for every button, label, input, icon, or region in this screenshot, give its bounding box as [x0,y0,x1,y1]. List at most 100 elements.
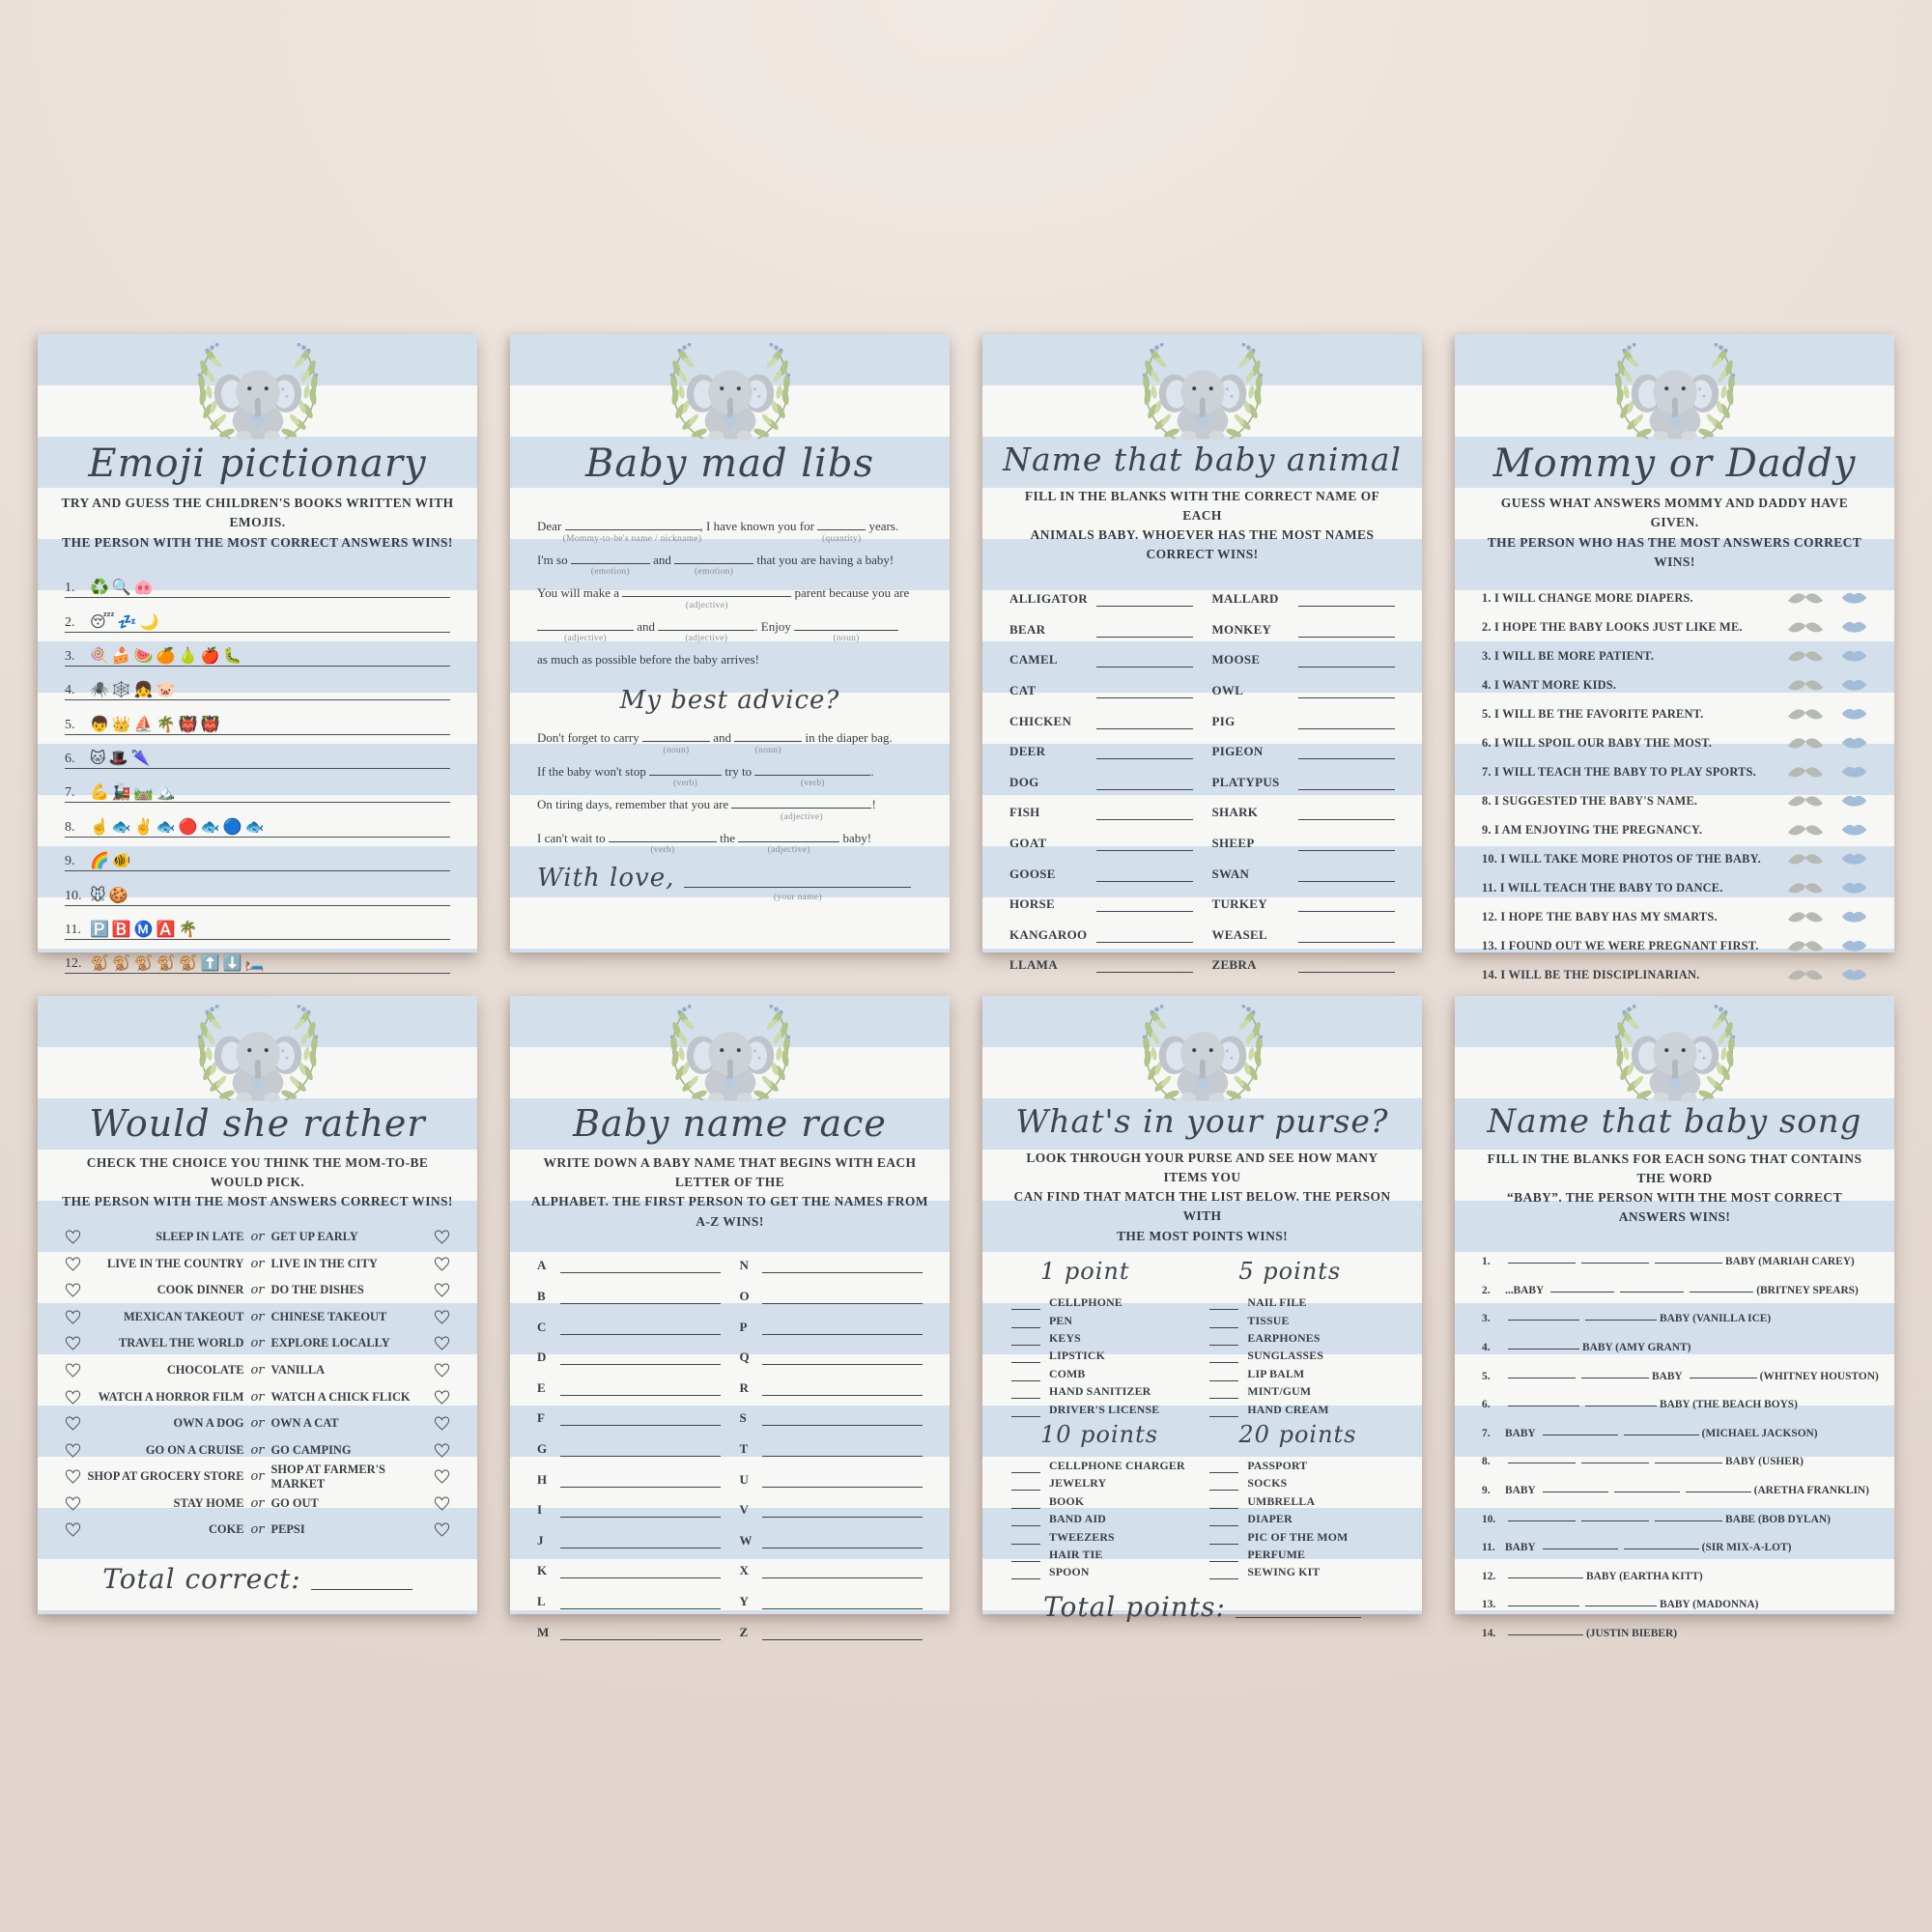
answer-line[interactable] [201,920,450,939]
blank-line[interactable] [1550,1284,1615,1293]
answer-line[interactable] [1298,689,1395,699]
mustache-icon[interactable] [1787,737,1824,750]
mustache-icon[interactable] [1787,882,1824,895]
tally-line[interactable] [1011,1500,1040,1509]
blank-line[interactable] [1508,1255,1576,1264]
blank-line[interactable] [817,519,867,530]
blank-line[interactable] [1689,1370,1757,1378]
answer-line[interactable] [560,1386,721,1396]
blank-line[interactable] [1620,1284,1685,1293]
answer-line[interactable] [1095,750,1193,760]
tally-line[interactable] [1011,1301,1040,1311]
tally-line[interactable] [1011,1408,1040,1417]
heart-checkbox-icon[interactable] [434,1310,450,1324]
answer-line[interactable] [1298,628,1395,638]
tally-line[interactable] [1209,1373,1239,1381]
tally-line[interactable] [1209,1553,1239,1562]
mustache-icon[interactable] [1787,824,1824,837]
answer-line[interactable] [560,1416,721,1427]
heart-checkbox-icon[interactable] [65,1522,81,1537]
blank-line[interactable] [1508,1398,1579,1407]
mustache-icon[interactable] [1787,650,1824,663]
lips-icon[interactable] [1841,940,1867,952]
tally-line[interactable] [1011,1390,1040,1400]
heart-checkbox-icon[interactable] [65,1257,81,1271]
blank-line[interactable] [649,764,723,776]
answer-line[interactable] [134,851,450,870]
answer-line[interactable] [560,1600,721,1610]
blank-line[interactable] [1623,1541,1699,1550]
lips-icon[interactable] [1841,708,1867,720]
mustache-icon[interactable] [1787,708,1824,721]
answer-line[interactable] [560,1355,721,1366]
blank-line[interactable] [1508,1312,1579,1321]
mustache-icon[interactable] [1787,853,1824,866]
lips-icon[interactable] [1841,795,1867,807]
blank-line[interactable] [794,619,899,631]
tally-line[interactable] [1209,1390,1239,1400]
blank-line[interactable] [1508,1513,1576,1521]
blank-line[interactable] [1508,1370,1576,1378]
tally-line[interactable] [1209,1320,1239,1328]
answer-line[interactable] [1095,597,1193,608]
blank-line[interactable] [622,585,792,598]
blank-line[interactable] [537,619,634,631]
blank-line[interactable] [1623,1427,1699,1435]
lips-icon[interactable] [1841,969,1867,980]
lips-icon[interactable] [1841,592,1867,604]
heart-checkbox-icon[interactable] [65,1390,81,1405]
lips-icon[interactable] [1841,766,1867,778]
answer-line[interactable] [762,1508,923,1519]
heart-checkbox-icon[interactable] [65,1363,81,1378]
tally-line[interactable] [1209,1482,1239,1492]
answer-line[interactable] [762,1355,923,1366]
answer-line[interactable] [1298,841,1395,851]
mustache-icon[interactable] [1787,969,1824,981]
blank-line[interactable] [1508,1627,1583,1635]
tally-line[interactable] [1209,1337,1239,1347]
blank-line[interactable] [570,553,650,564]
heart-checkbox-icon[interactable] [65,1283,81,1297]
answer-line[interactable] [762,1600,923,1610]
answer-line[interactable] [223,715,450,734]
answer-line[interactable] [560,1264,721,1274]
blank-line[interactable] [731,797,872,810]
answer-line[interactable] [1095,720,1193,729]
blank-line[interactable] [1581,1255,1649,1264]
tally-line[interactable] [1011,1571,1040,1580]
blank-line[interactable] [658,619,755,631]
tally-line[interactable] [1209,1571,1239,1580]
blank-line[interactable] [1685,1484,1751,1493]
answer-line[interactable] [1095,963,1193,974]
tally-line[interactable] [1209,1301,1239,1311]
tally-line[interactable] [1011,1373,1040,1381]
tally-line[interactable] [1209,1500,1239,1509]
answer-line[interactable] [1095,872,1193,882]
answer-line[interactable] [179,680,450,699]
tally-line[interactable] [1209,1354,1239,1364]
answer-line[interactable] [1298,781,1395,790]
answer-line[interactable] [762,1264,923,1274]
tally-line[interactable] [1209,1408,1239,1417]
mustache-icon[interactable] [1787,795,1824,808]
blank-line[interactable] [564,519,700,530]
blank-line[interactable] [734,730,803,742]
answer-line[interactable] [1095,689,1193,699]
tally-line[interactable] [1011,1482,1040,1492]
blank-line[interactable] [1542,1484,1608,1493]
heart-checkbox-icon[interactable] [65,1310,81,1324]
mustache-icon[interactable] [1787,592,1824,605]
blank-line[interactable] [1542,1427,1618,1435]
answer-line[interactable] [560,1447,721,1458]
answer-line[interactable] [560,1631,721,1640]
blank-line[interactable] [1585,1398,1657,1407]
blank-line[interactable] [1508,1598,1579,1607]
heart-checkbox-icon[interactable] [434,1416,450,1431]
blank-line[interactable] [738,831,840,842]
lips-icon[interactable] [1841,911,1867,923]
tally-line[interactable] [1011,1553,1040,1562]
mustache-icon[interactable] [1787,679,1824,692]
blank-line[interactable] [1235,1606,1361,1619]
answer-line[interactable] [1095,628,1193,638]
answer-line[interactable] [1298,658,1395,668]
